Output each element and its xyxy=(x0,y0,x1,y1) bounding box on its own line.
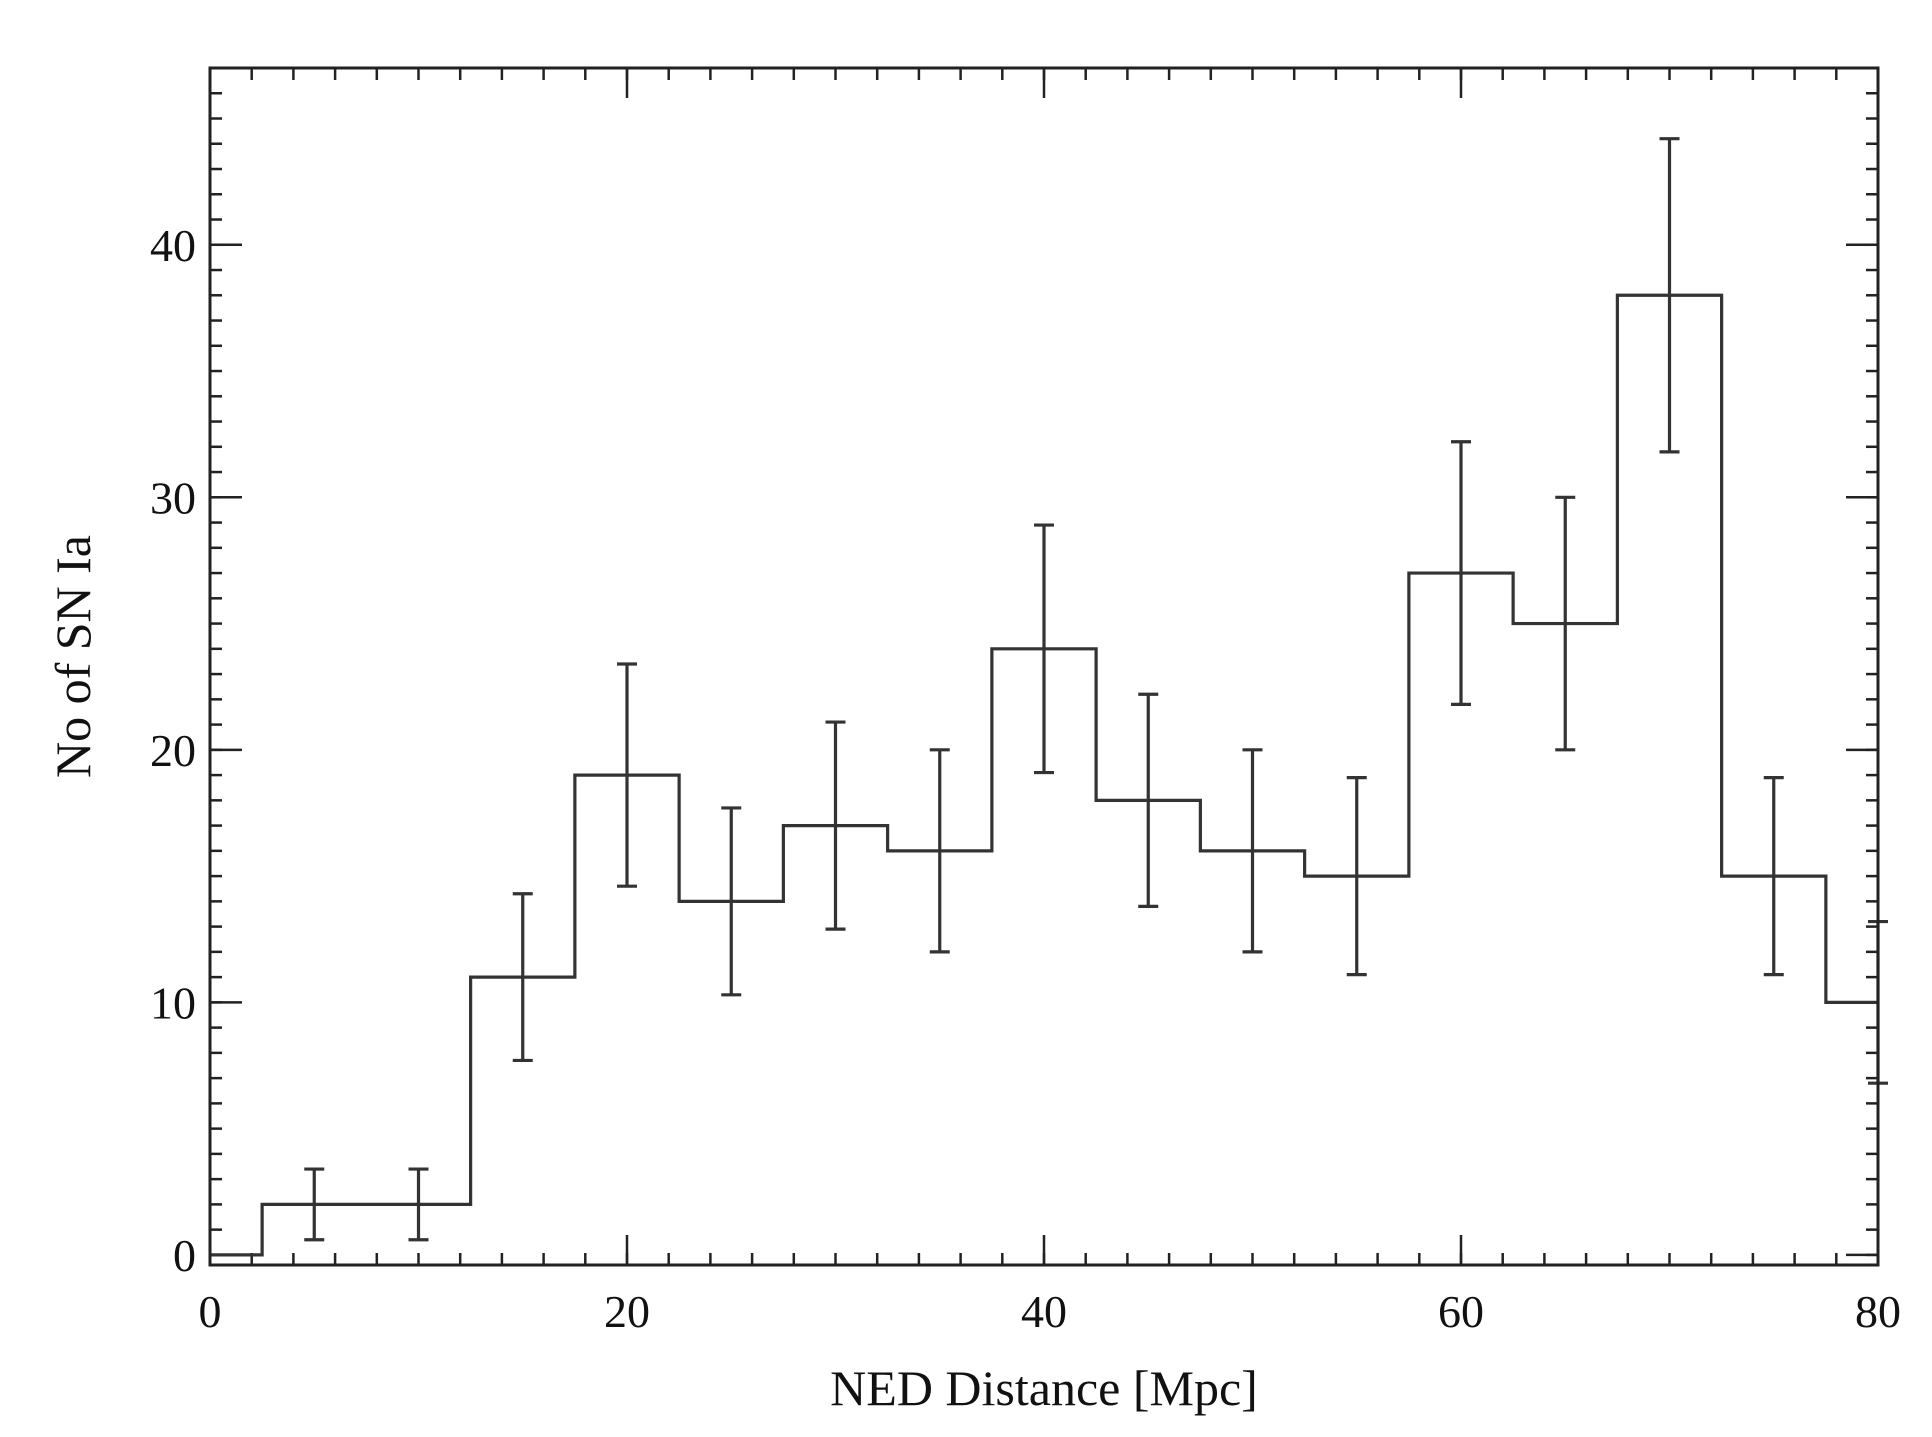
error-bar xyxy=(929,748,950,954)
error-bar xyxy=(1659,137,1680,454)
error-bar xyxy=(1346,776,1367,977)
error-bar xyxy=(408,1167,429,1242)
y-axis-title: No of SN Ia xyxy=(45,535,101,778)
error-bar xyxy=(1763,776,1784,977)
x-tick-label: 40 xyxy=(1021,1286,1067,1337)
error-bar xyxy=(1555,495,1576,752)
error-bar xyxy=(1451,440,1471,706)
plot-frame xyxy=(208,66,1880,1267)
x-tick-label: 20 xyxy=(604,1286,650,1337)
histogram-steps xyxy=(210,293,1878,1257)
x-tick-label: 80 xyxy=(1855,1286,1901,1337)
y-tick-label: 20 xyxy=(150,725,196,776)
error-bar xyxy=(304,1167,325,1242)
error-bar xyxy=(617,662,637,888)
tick-labels: 0 20 40 60 80 0 10 20 30 40 xyxy=(150,220,1901,1337)
y-tick-label: 40 xyxy=(150,220,196,271)
x-tick-label: 0 xyxy=(199,1286,222,1337)
histogram-outline xyxy=(210,293,1878,1257)
x-axis-title: NED Distance [Mpc] xyxy=(830,1360,1258,1416)
x-tick-label: 60 xyxy=(1438,1286,1484,1337)
error-bar xyxy=(721,806,742,997)
y-tick-label: 10 xyxy=(150,977,196,1028)
error-bar xyxy=(1034,523,1054,775)
tick-marks xyxy=(208,66,1880,1265)
error-bar xyxy=(1242,748,1263,954)
error-bar xyxy=(1138,692,1159,909)
error-bar xyxy=(512,892,533,1063)
error-bar xyxy=(825,720,846,931)
y-tick-label: 30 xyxy=(150,472,196,523)
y-tick-label: 0 xyxy=(173,1230,196,1281)
